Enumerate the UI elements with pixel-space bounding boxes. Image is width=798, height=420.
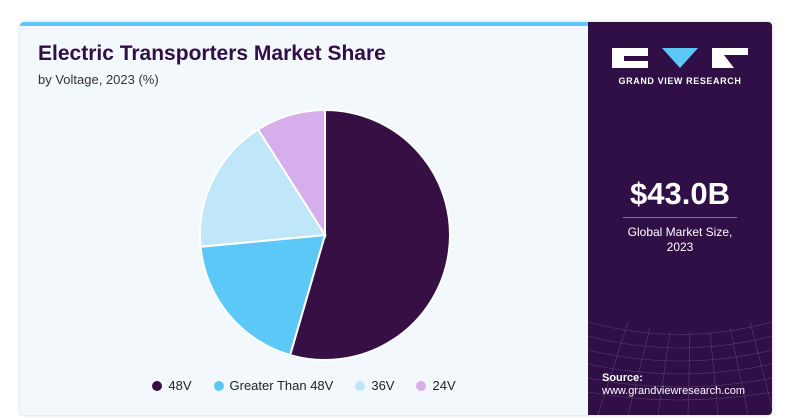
brand-name: GRAND VIEW RESEARCH	[618, 76, 742, 86]
market-size-label-line1: Global Market Size,	[627, 225, 733, 239]
legend-label: 36V	[371, 378, 395, 393]
chart-title: Electric Transporters Market Share	[38, 42, 386, 65]
legend-swatch	[152, 380, 163, 391]
legend-label: Greater Than 48V	[229, 378, 334, 393]
chart-card: Electric Transporters Market Share by Vo…	[20, 22, 772, 415]
source-note: Source: www.grandviewresearch.com	[602, 372, 745, 398]
chart-legend: 48V Greater Than 48V 36V 24V	[20, 378, 588, 393]
legend-item: 36V	[355, 378, 394, 393]
source-url: www.grandviewresearch.com	[602, 385, 746, 397]
legend-label: 48V	[168, 378, 192, 393]
legend-item: 24V	[416, 378, 456, 393]
legend-swatch	[213, 380, 224, 391]
grid-pattern-icon	[588, 321, 772, 415]
legend-item: Greater Than 48V	[213, 378, 334, 393]
legend-swatch	[355, 380, 366, 391]
divider	[623, 217, 737, 218]
pie-slice-36v	[199, 128, 327, 248]
market-size-label-line2: 2023	[666, 240, 694, 254]
info-sidebar: GRAND VIEW RESEARCH $43.0B Global Market…	[588, 22, 772, 415]
market-size-label: Global Market Size, 2023	[588, 225, 772, 255]
legend-item: 48V	[152, 378, 192, 393]
legend-label: 24V	[432, 378, 456, 393]
legend-swatch	[416, 380, 427, 391]
chart-subtitle: by Voltage, 2023 (%)	[38, 72, 159, 87]
pie-chart	[199, 108, 451, 361]
source-label: Source:	[602, 372, 643, 384]
chart-panel: Electric Transporters Market Share by Vo…	[20, 22, 588, 415]
pie-slice-greater-than-48v	[199, 233, 327, 357]
market-size-value: $43.0B	[630, 176, 730, 211]
pie-slice-48v	[288, 108, 451, 361]
grand-view-research-logo-icon	[612, 48, 748, 68]
pie-slice-24v	[256, 108, 326, 239]
